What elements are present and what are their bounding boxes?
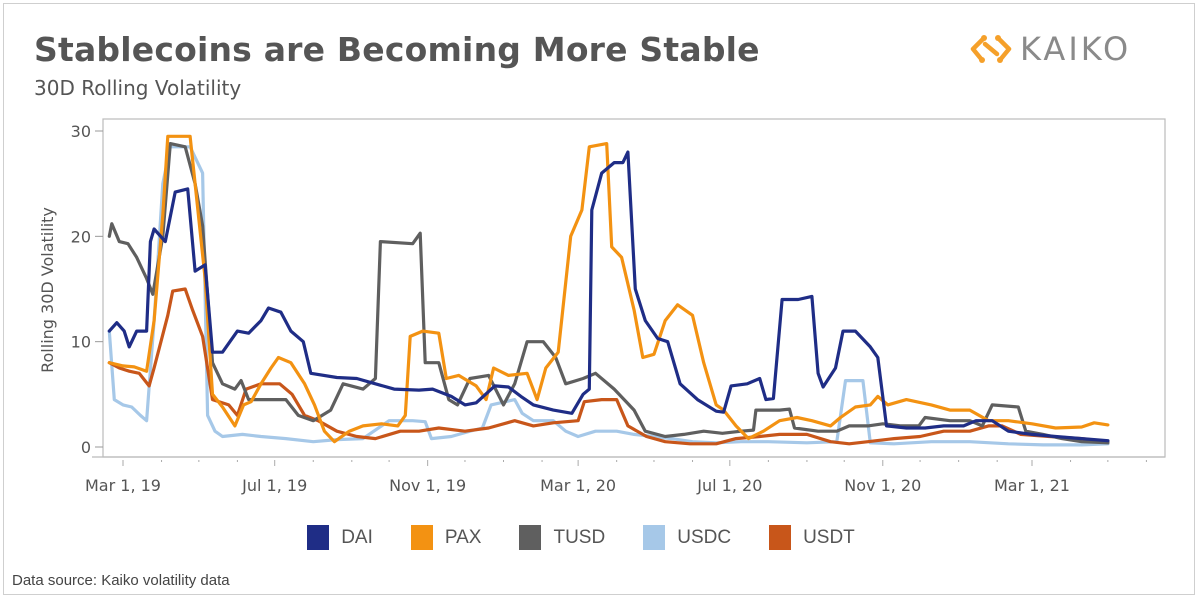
x-tick-label: Jul 1, 19 — [241, 476, 307, 495]
legend-label: DAI — [341, 526, 373, 548]
legend-item-pax[interactable]: PAX — [410, 525, 482, 550]
logo-text: KAIKO — [1020, 30, 1132, 68]
y-tick-label: 20 — [71, 227, 91, 246]
y-tick-label: 0 — [81, 438, 91, 457]
legend-swatch — [519, 525, 542, 550]
series-line-pax — [107, 134, 1110, 444]
series-line-usdt — [107, 287, 1110, 446]
y-tick-label: 10 — [71, 333, 91, 352]
kaiko-logo: KAIKO — [968, 30, 1131, 68]
legend-item-usdc[interactable]: USDC — [643, 525, 731, 550]
legend-label: USDT — [803, 526, 855, 548]
legend-swatch — [410, 525, 433, 550]
chart-frame — [3, 3, 1195, 595]
legend-item-usdt[interactable]: USDT — [769, 525, 855, 550]
y-tick-label: 30 — [71, 122, 91, 141]
chart-subtitle: 30D Rolling Volatility — [34, 76, 242, 100]
data-source-note: Data source: Kaiko volatility data — [12, 572, 230, 589]
x-tick-label: Mar 1, 20 — [540, 476, 616, 495]
legend-swatch — [307, 525, 330, 550]
legend-label: USDC — [677, 526, 732, 548]
legend-swatch — [643, 525, 666, 550]
kaiko-link-icon — [970, 35, 1012, 63]
legend-swatch — [769, 525, 792, 550]
series-lines — [107, 134, 1110, 447]
legend-label: PAX — [444, 526, 482, 548]
legend-item-tusd[interactable]: TUSD — [519, 525, 605, 550]
x-tick-label: Nov 1, 20 — [844, 476, 921, 495]
x-tick-label: Nov 1, 19 — [389, 476, 466, 495]
legend-label: TUSD — [553, 526, 606, 548]
x-tick-label: Mar 1, 21 — [994, 476, 1070, 495]
series-line-dai — [107, 150, 1110, 443]
legend: DAI PAX TUSD USDC USDT — [0, 525, 1200, 550]
chart-title: Stablecoins are Becoming More Stable — [34, 30, 760, 69]
x-tick-label: Jul 1, 20 — [696, 476, 762, 495]
legend-item-dai[interactable]: DAI — [307, 525, 373, 550]
y-axis-label: Rolling 30D Volatility — [38, 207, 57, 373]
axes: 0 10 20 30 Mar 1, 19 Jul 1, 19 Nov 1, 19 Mar 1,… — [71, 118, 1166, 495]
x-tick-label: Mar 1, 19 — [85, 476, 161, 495]
